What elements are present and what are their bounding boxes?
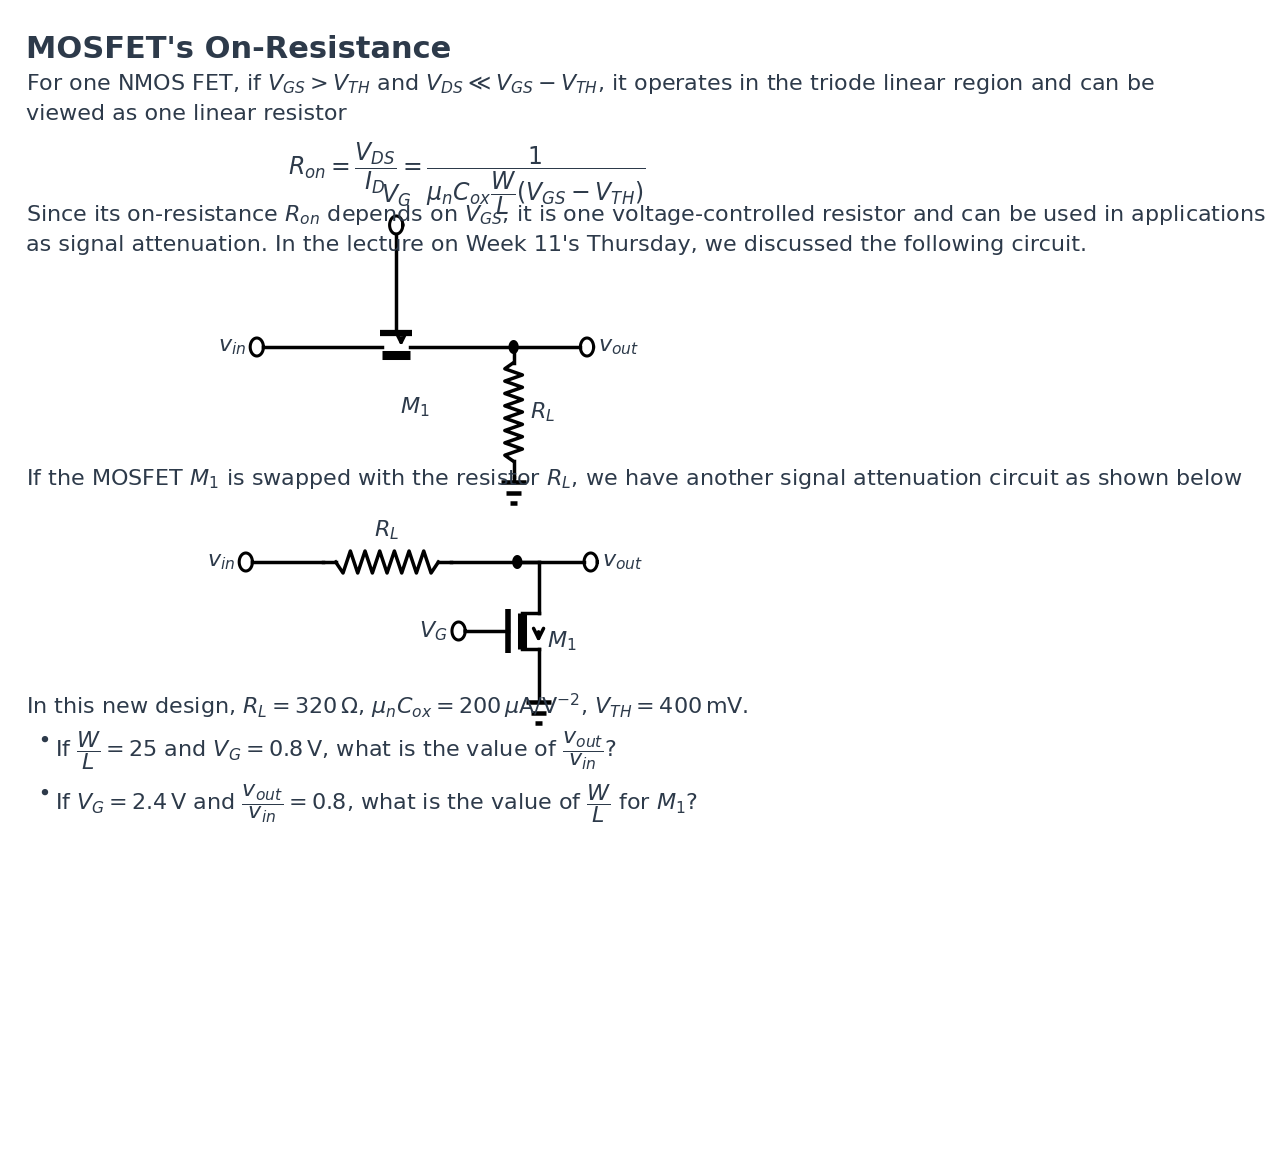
Polygon shape <box>508 340 519 354</box>
Text: as signal attenuation. In the lecture on Week 11's Thursday, we discussed the fo: as signal attenuation. In the lecture on… <box>25 235 1087 255</box>
Text: $M_1$: $M_1$ <box>547 629 577 653</box>
Text: $v_{in}$: $v_{in}$ <box>218 337 246 358</box>
Text: $\bullet$: $\bullet$ <box>37 782 48 802</box>
Text: $v_{in}$: $v_{in}$ <box>206 552 234 572</box>
Text: In this new design, $R_L = 320\,\Omega$, $\mu_n C_{ox} = 200\,\mu\mathrm{A/V}^{-: In this new design, $R_L = 320\,\Omega$,… <box>25 692 749 721</box>
Text: If the MOSFET $M_1$ is swapped with the resistor $R_L$, we have another signal a: If the MOSFET $M_1$ is swapped with the … <box>25 467 1242 491</box>
Text: $\bullet$: $\bullet$ <box>37 729 48 749</box>
Text: $R_L$: $R_L$ <box>374 518 400 541</box>
Text: $v_{out}$: $v_{out}$ <box>602 552 643 572</box>
Text: $R_L$: $R_L$ <box>530 400 555 423</box>
Text: $R_{on} = \dfrac{V_{DS}}{I_D} = \dfrac{1}{\mu_n C_{ox} \dfrac{W}{L}(V_{GS}-V_{TH: $R_{on} = \dfrac{V_{DS}}{I_D} = \dfrac{1… <box>288 140 645 218</box>
Text: viewed as one linear resistor: viewed as one linear resistor <box>25 104 346 124</box>
Text: Since its on-resistance $R_{on}$ depends on $V_{GS}$, it is one voltage-controll: Since its on-resistance $R_{on}$ depends… <box>25 202 1273 227</box>
Text: $V_G$: $V_G$ <box>419 619 448 643</box>
Text: If $\dfrac{W}{L} = 25$ and $V_G = 0.8\,\mathrm{V}$, what is the value of $\dfrac: If $\dfrac{W}{L} = 25$ and $V_G = 0.8\,\… <box>55 729 616 772</box>
Polygon shape <box>512 555 522 569</box>
Text: $V_G$: $V_G$ <box>381 183 411 209</box>
Text: MOSFET's On-Resistance: MOSFET's On-Resistance <box>25 35 451 64</box>
Text: $v_{out}$: $v_{out}$ <box>598 337 639 358</box>
Text: For one NMOS FET, if $V_{GS} > V_{TH}$ and $V_{DS} \ll V_{GS} - V_{TH}$, it oper: For one NMOS FET, if $V_{GS} > V_{TH}$ a… <box>25 72 1155 96</box>
Text: If $V_G = 2.4\,\mathrm{V}$ and $\dfrac{v_{out}}{v_{in}} = 0.8$, what is the valu: If $V_G = 2.4\,\mathrm{V}$ and $\dfrac{v… <box>55 782 698 825</box>
Text: $M_1$: $M_1$ <box>400 395 429 419</box>
